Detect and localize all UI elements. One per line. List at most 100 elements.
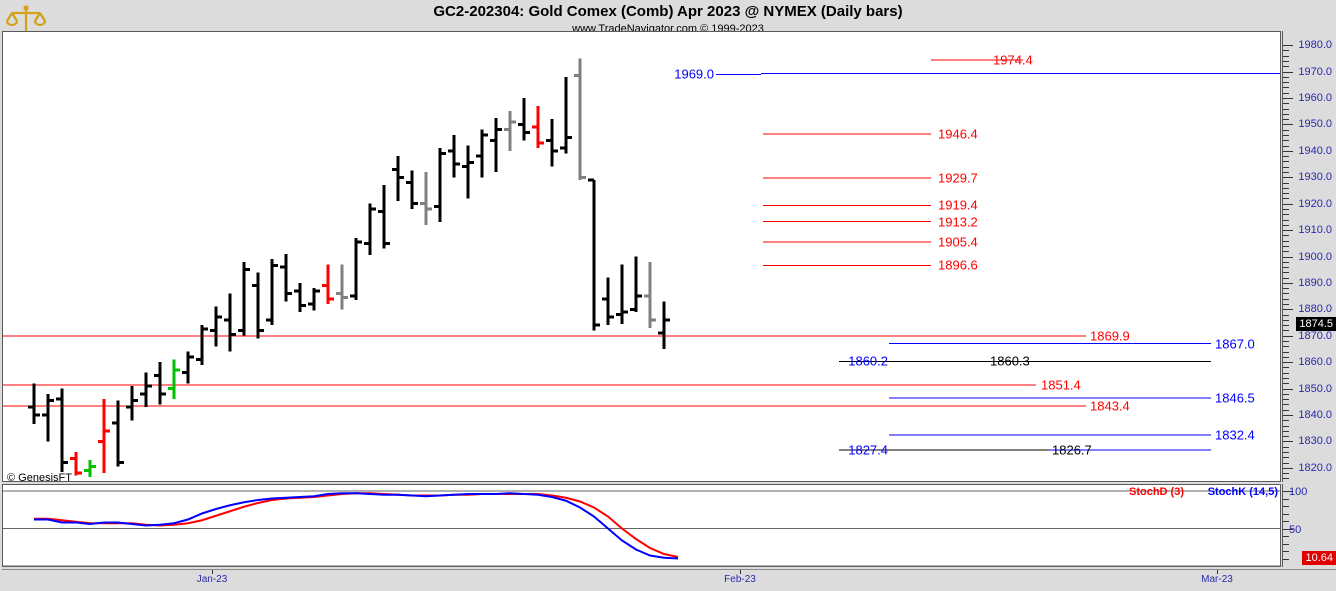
price-axis-minor-tick	[1283, 451, 1289, 453]
price-axis-minor-tick	[1283, 346, 1289, 348]
ohlc-bar	[644, 261, 656, 328]
ohlc-bar	[518, 98, 530, 141]
ohlc-bar	[126, 385, 138, 421]
price-axis-minor-tick	[1283, 436, 1289, 438]
price-axis-minor-tick	[1283, 319, 1289, 321]
price-axis-minor-tick	[1283, 277, 1289, 279]
ohlc-bar	[140, 372, 152, 408]
price-axis-minor-tick	[1283, 219, 1289, 221]
ohlc-bar	[182, 351, 194, 384]
price-axis-tick	[1283, 98, 1293, 100]
price-axis-minor-tick	[1283, 55, 1289, 57]
price-level-label: 1843.4	[1090, 398, 1130, 414]
price-level-label: 1832.4	[1215, 427, 1255, 443]
price-axis-minor-tick	[1283, 140, 1289, 142]
price-axis-minor-tick	[1283, 87, 1289, 89]
ohlc-bar	[574, 58, 586, 180]
price-axis-minor-tick	[1283, 478, 1289, 480]
price-axis-minor-tick	[1283, 293, 1289, 295]
price-axis-minor-tick	[1283, 129, 1289, 131]
price-axis-label: 1930.0	[1298, 171, 1332, 184]
ohlc-bar	[476, 129, 488, 178]
ohlc-bar	[84, 459, 96, 478]
price-axis-minor-tick	[1283, 399, 1289, 401]
price-axis-tick	[1283, 414, 1293, 416]
price-level-label: 1869.9	[1090, 328, 1130, 344]
stoch-axis-minor-tick	[1283, 543, 1289, 545]
price-chart-pane[interactable]: © GenesisFT	[2, 31, 1281, 484]
date-axis-tick	[212, 570, 213, 574]
price-axis-label: 1980.0	[1298, 39, 1332, 52]
price-axis-minor-tick	[1283, 298, 1289, 300]
price-level-label: 1860.3	[990, 353, 1030, 369]
price-axis-tick	[1283, 441, 1293, 443]
price-level-label: 1860.2	[848, 353, 888, 369]
price-axis-label: 1820.0	[1298, 461, 1332, 474]
stoch-axis-label: 50	[1289, 523, 1302, 536]
price-axis-minor-tick	[1283, 161, 1289, 163]
ohlc-bar	[280, 253, 292, 302]
ohlc-bar	[154, 362, 166, 405]
price-axis-label: 1870.0	[1298, 329, 1332, 342]
ohlc-bar	[434, 148, 446, 223]
ohlc-bar	[42, 393, 54, 442]
price-axis-minor-tick	[1283, 393, 1289, 395]
price-axis-minor-tick	[1283, 425, 1289, 427]
ohlc-bar	[420, 171, 432, 225]
price-axis-minor-tick	[1283, 341, 1289, 343]
stoch-k-legend: StochK (14,5)	[1207, 486, 1278, 498]
stochastic-chart-pane[interactable]: StochD (3) StochK (14,5)	[2, 484, 1281, 567]
price-axis-minor-tick	[1283, 383, 1289, 385]
stoch-axis-minor-tick	[1283, 506, 1289, 507]
price-axis-minor-tick	[1283, 462, 1289, 464]
price-axis-minor-tick	[1283, 214, 1289, 216]
ohlc-bar	[490, 117, 502, 172]
price-axis-label: 1950.0	[1298, 118, 1332, 131]
price-axis-minor-tick	[1283, 304, 1289, 306]
ohlc-bar	[168, 359, 180, 400]
price-axis-label: 1860.0	[1298, 356, 1332, 369]
price-level-label: 1867.0	[1215, 336, 1255, 352]
date-axis-label: Mar-23	[1201, 574, 1233, 585]
date-axis-label: Feb-23	[724, 574, 756, 585]
price-axis-label: 1900.0	[1298, 250, 1332, 263]
price-axis-minor-tick	[1283, 92, 1289, 94]
price-axis-minor-tick	[1283, 119, 1289, 121]
price-axis-minor-tick	[1283, 446, 1289, 448]
ohlc-bar	[70, 451, 82, 476]
stoch-axis-minor-tick	[1283, 536, 1289, 537]
stoch-d-legend: StochD (3)	[1129, 486, 1184, 498]
price-axis-minor-tick	[1283, 330, 1289, 332]
ohlc-bar	[364, 203, 376, 256]
ohlc-bar	[616, 264, 628, 324]
price-level-label: 1919.4	[938, 197, 978, 213]
price-axis[interactable]: 1980.0 1970.0 1960.0 1950.0 1940.0 1930.0 1920…	[1282, 31, 1336, 482]
price-axis-label: 1920.0	[1298, 197, 1332, 210]
date-axis-label: Jan-23	[196, 574, 228, 585]
ohlc-bar	[238, 261, 250, 336]
watermark: © GenesisFT	[7, 472, 72, 484]
price-axis-label: 1840.0	[1298, 408, 1332, 421]
ohlc-bar	[546, 119, 558, 167]
ohlc-bar	[196, 325, 208, 365]
date-axis[interactable]: Jan-23 Feb-23 Mar-23	[2, 569, 1336, 591]
price-axis-label: 1960.0	[1298, 92, 1332, 105]
ohlc-bar	[294, 282, 306, 312]
price-axis-minor-tick	[1283, 409, 1289, 411]
stoch-d-line	[34, 492, 679, 558]
price-axis-minor-tick	[1283, 240, 1289, 242]
ohlc-bar	[378, 185, 390, 249]
price-axis-tick	[1283, 124, 1293, 126]
price-axis-minor-tick	[1283, 235, 1289, 237]
price-level-label: 1929.7	[938, 170, 978, 186]
stochastic-axis[interactable]: 100 50 10.64	[1282, 484, 1336, 567]
ohlc-bar	[112, 400, 124, 467]
price-axis-minor-tick	[1283, 473, 1289, 475]
ohlc-bar	[588, 178, 600, 331]
price-level-label: 1905.4	[938, 234, 978, 250]
price-axis-minor-tick	[1283, 82, 1289, 84]
price-axis-minor-tick	[1283, 135, 1289, 136]
price-axis-minor-tick	[1283, 245, 1289, 247]
price-level-label: 1896.6	[938, 257, 978, 273]
